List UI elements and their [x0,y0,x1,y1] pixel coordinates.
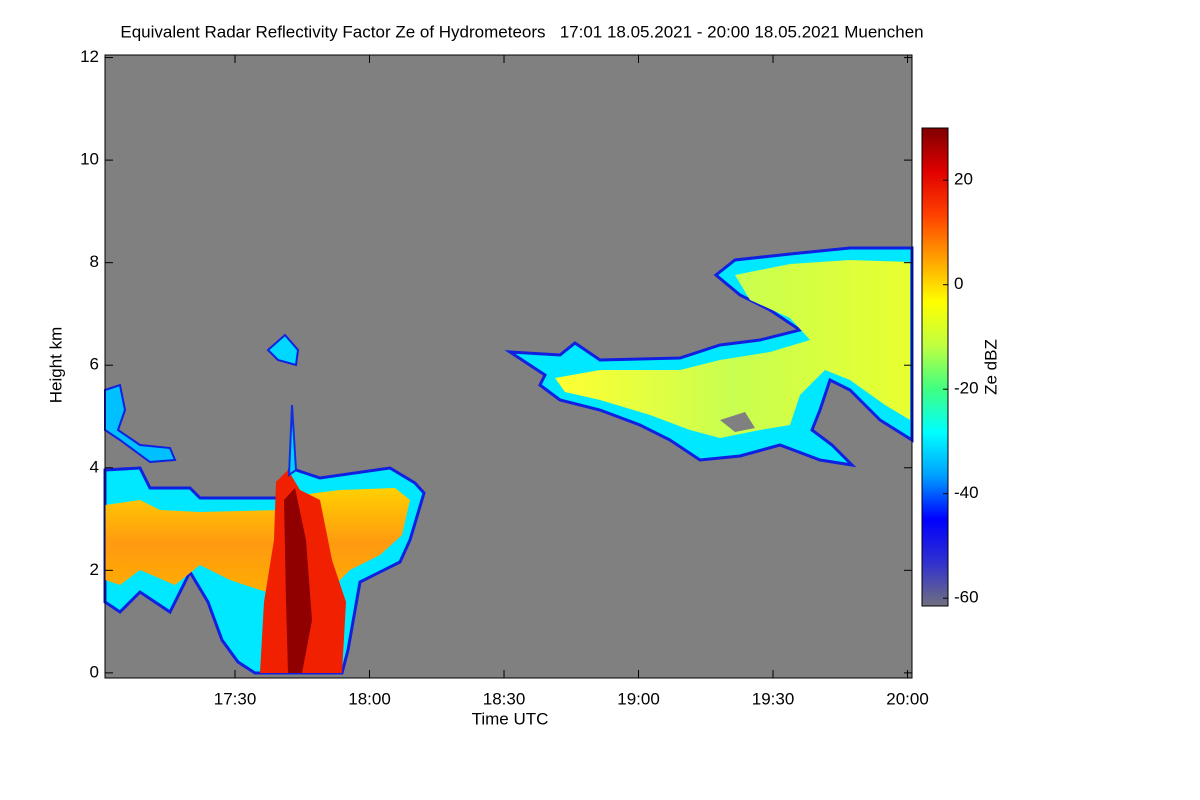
y-tick-label: 6 [90,355,99,374]
y-tick-label: 12 [80,47,99,66]
colorbar-tick-label: 20 [954,170,973,189]
y-tick-label: 8 [90,252,99,271]
x-tick-label: 18:00 [348,689,391,708]
y-tick-label: 2 [90,560,99,579]
echoes [103,246,914,675]
x-tick-label: 20:00 [886,689,929,708]
x-tick-label: 17:30 [214,689,257,708]
x-tick-label: 18:30 [483,689,526,708]
chart-title: Equivalent Radar Reflectivity Factor Ze … [120,22,923,41]
x-tick-label: 19:00 [617,689,660,708]
colorbar-label: Ze dBZ [981,339,1000,395]
y-axis-label: Height km [46,327,65,404]
x-axis-label: Time UTC [472,709,549,728]
colorbar-tick-label: -20 [954,379,979,398]
plot-frame [104,54,913,679]
y-tick-label: 4 [90,457,99,476]
colorbar [921,127,949,607]
y-tick-label: 0 [90,662,99,681]
colorbar-tick-label: -60 [954,588,979,607]
x-tick-label: 19:30 [752,689,795,708]
y-tick-label: 10 [80,150,99,169]
colorbar-tick-label: -40 [954,483,979,502]
colorbar-tick-label: 0 [954,274,963,293]
